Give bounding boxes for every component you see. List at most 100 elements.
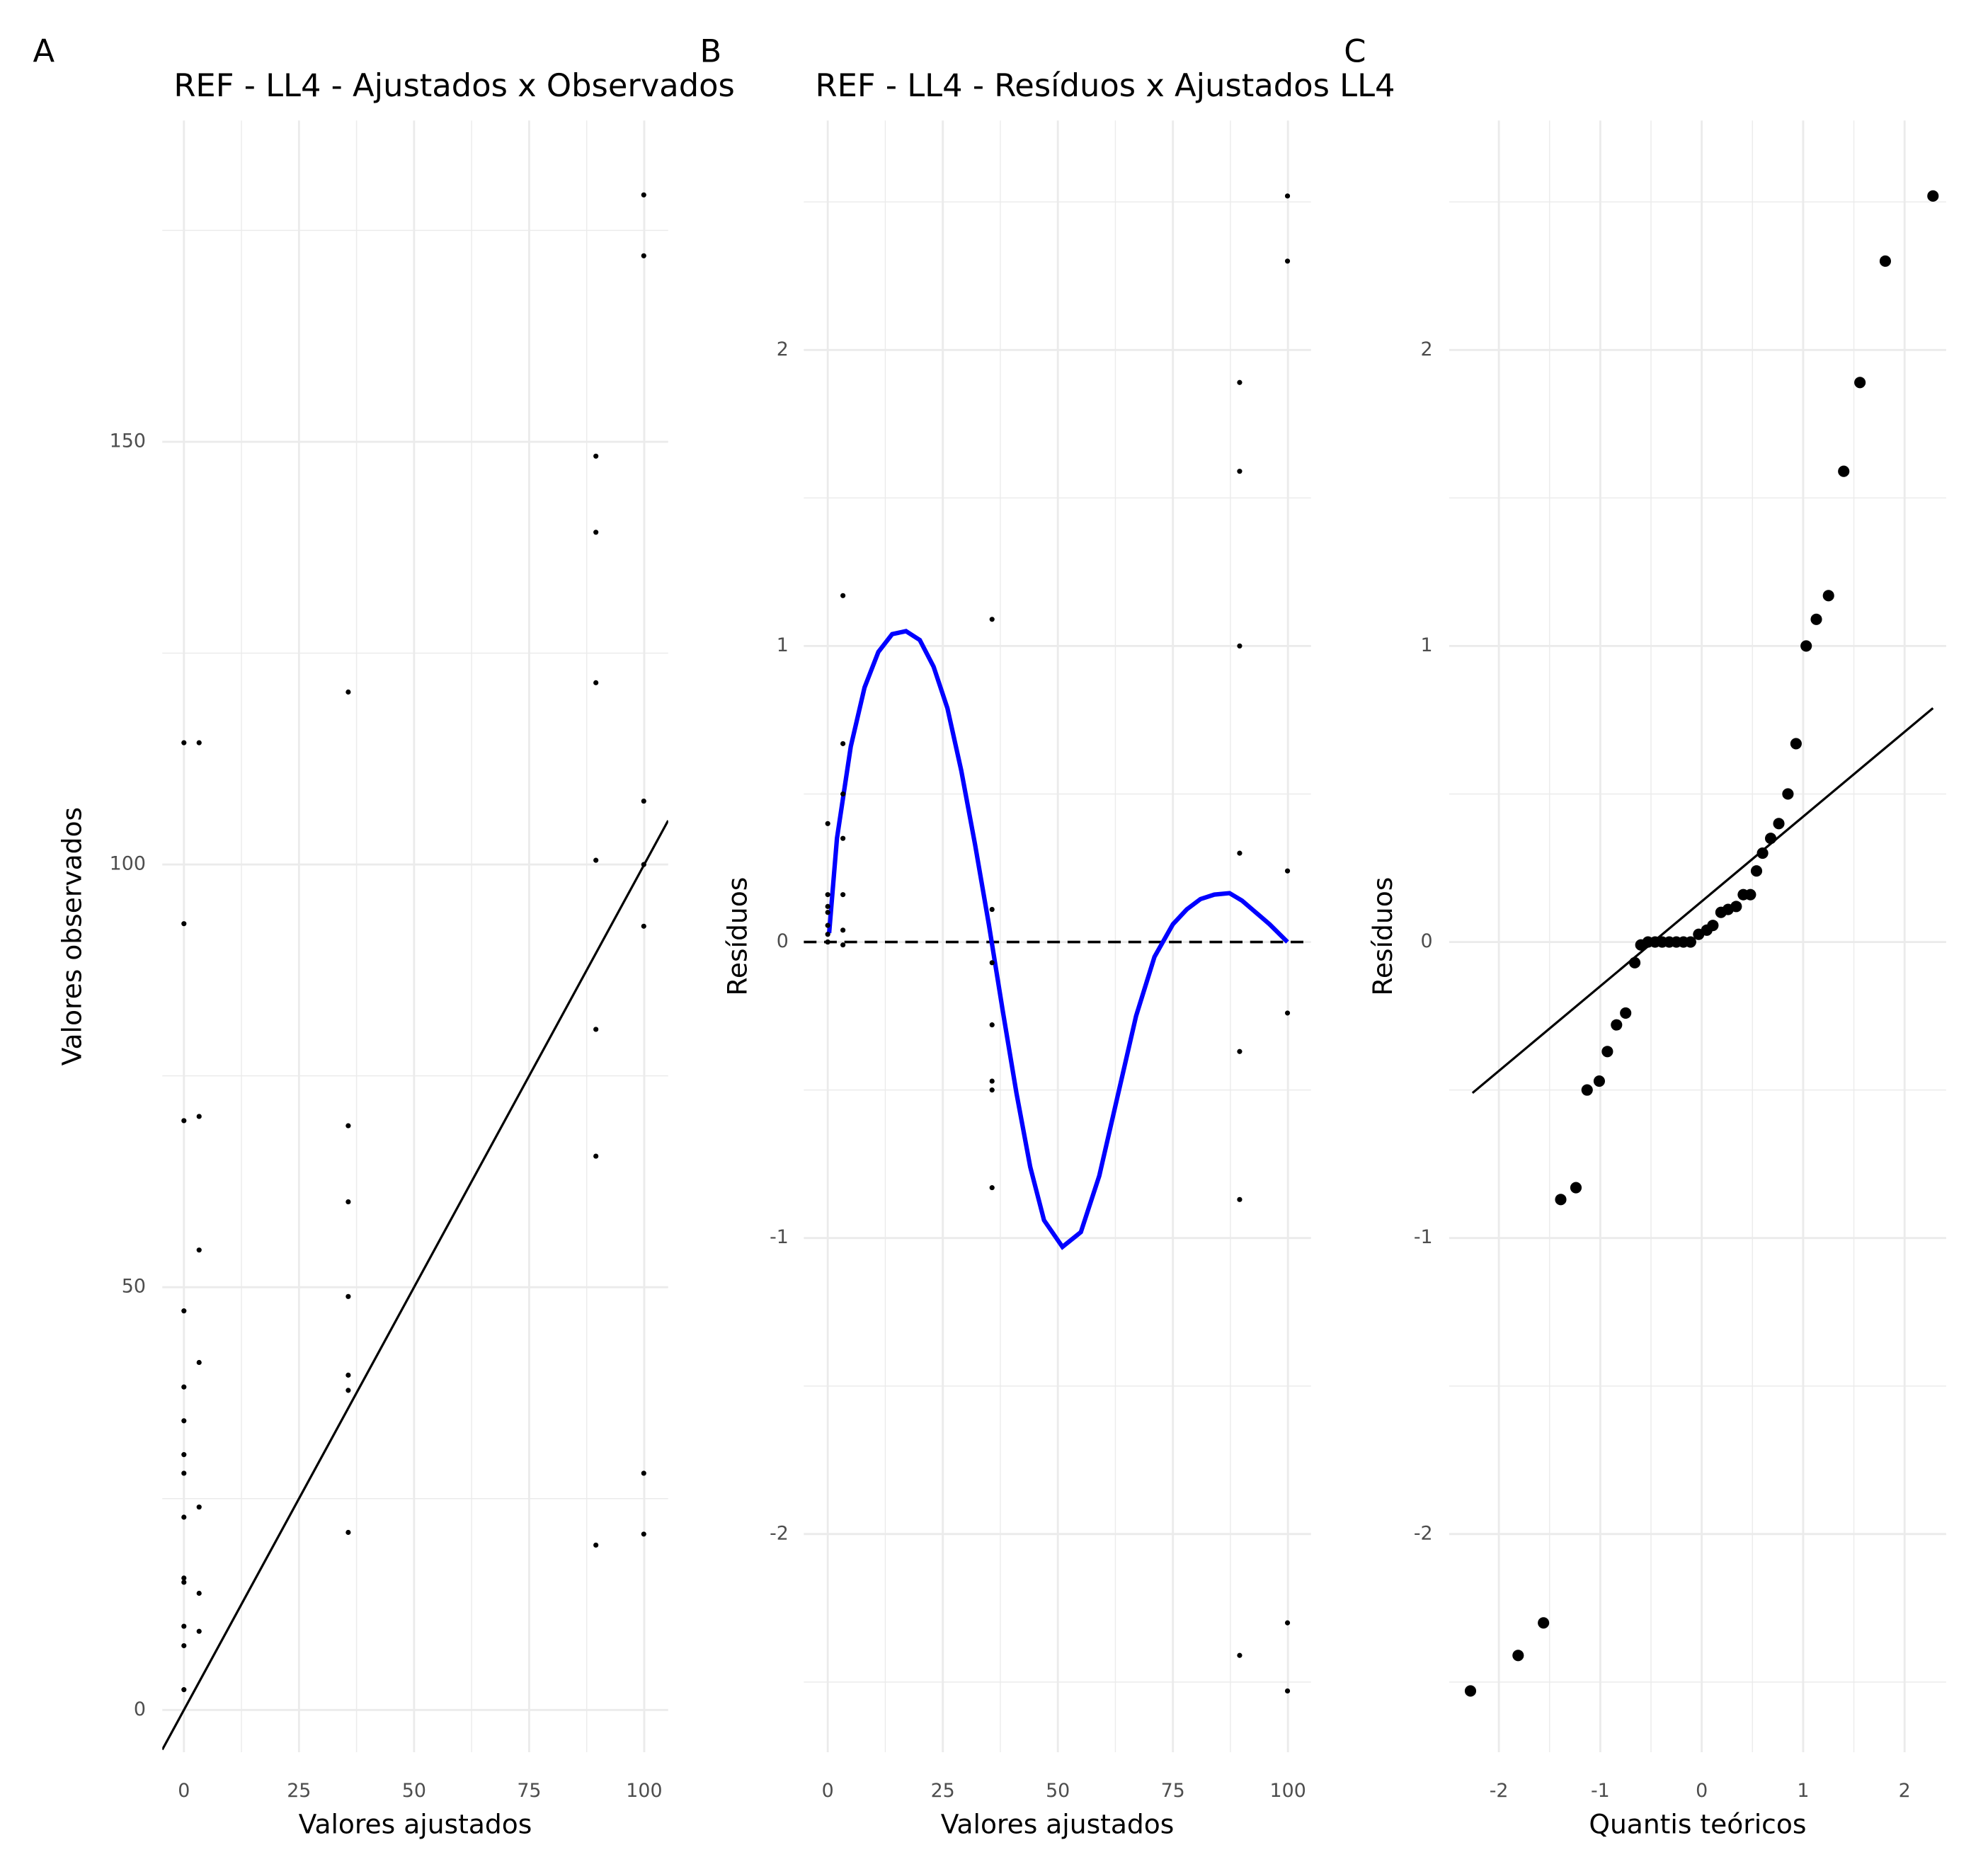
point xyxy=(196,1247,202,1253)
point xyxy=(345,1529,351,1536)
y-tick-label: -1 xyxy=(770,1226,789,1248)
point xyxy=(641,862,646,867)
y-tick-label: 50 xyxy=(122,1276,146,1298)
point xyxy=(1744,889,1756,901)
point xyxy=(1284,1620,1291,1626)
point xyxy=(641,1531,646,1537)
y-tick-label: 0 xyxy=(1421,930,1433,952)
point xyxy=(196,1359,202,1366)
x-tick-label: 0 xyxy=(178,1780,190,1802)
point xyxy=(1750,865,1763,877)
x-tick-label: 50 xyxy=(1046,1780,1070,1802)
y-tick-label: 150 xyxy=(110,430,146,452)
point xyxy=(181,740,187,745)
x-tick-label: 1 xyxy=(1797,1780,1809,1802)
y-tick-label: 1 xyxy=(777,634,789,656)
point xyxy=(181,1579,187,1585)
point xyxy=(825,939,830,945)
point xyxy=(181,1623,187,1629)
smooth-line xyxy=(827,629,1289,1250)
point xyxy=(825,922,830,928)
point xyxy=(989,1078,995,1084)
point xyxy=(641,798,646,804)
point xyxy=(840,835,846,841)
point xyxy=(181,1452,187,1458)
point xyxy=(840,942,846,948)
point xyxy=(181,921,187,927)
point xyxy=(181,1308,187,1314)
point xyxy=(196,1590,202,1596)
point xyxy=(1764,833,1777,845)
point xyxy=(989,1022,995,1028)
point xyxy=(1629,956,1641,969)
point xyxy=(1581,1084,1593,1096)
point xyxy=(1593,1075,1605,1087)
point xyxy=(1464,1685,1477,1697)
point xyxy=(345,689,351,695)
point xyxy=(1838,465,1850,477)
point xyxy=(989,906,995,913)
chart-title: REF - LL4 - Resíduos x Ajustados LL4 xyxy=(815,67,1395,104)
point xyxy=(1284,1010,1291,1016)
point xyxy=(825,821,830,826)
y-tick-label: -2 xyxy=(770,1522,789,1544)
y-tick-label: 2 xyxy=(1421,338,1433,360)
axis-title: Resíduos xyxy=(1367,877,1398,996)
point xyxy=(593,680,599,685)
point xyxy=(1854,377,1866,389)
x-tick-label: -1 xyxy=(1591,1780,1610,1802)
point xyxy=(345,1293,351,1299)
point xyxy=(196,1628,202,1634)
point xyxy=(1773,818,1785,830)
point xyxy=(1684,936,1696,948)
point xyxy=(989,1185,995,1191)
point xyxy=(345,1123,351,1129)
point xyxy=(593,530,599,535)
point xyxy=(593,857,599,863)
point xyxy=(1601,1046,1613,1058)
point xyxy=(181,1642,187,1649)
point xyxy=(1284,258,1291,264)
point xyxy=(1611,1019,1623,1031)
point xyxy=(840,593,846,598)
point xyxy=(1707,920,1719,932)
point xyxy=(1756,847,1769,859)
point xyxy=(1284,1688,1291,1694)
point xyxy=(593,1153,599,1159)
x-tick-label: -2 xyxy=(1490,1780,1509,1802)
point xyxy=(825,903,830,909)
point xyxy=(1810,613,1822,625)
point xyxy=(1512,1650,1524,1662)
point xyxy=(1927,190,1939,202)
point xyxy=(989,960,995,966)
x-tick-label: 25 xyxy=(287,1780,311,1802)
point xyxy=(1790,738,1802,750)
point xyxy=(593,1027,599,1032)
point xyxy=(196,1114,202,1119)
point xyxy=(1237,1196,1242,1202)
point xyxy=(825,892,830,898)
x-tick-label: 50 xyxy=(402,1780,426,1802)
point xyxy=(593,453,599,459)
point xyxy=(989,617,995,622)
x-tick-label: 100 xyxy=(1270,1780,1306,1802)
y-tick-label: 0 xyxy=(134,1698,146,1720)
point xyxy=(196,1504,202,1510)
point xyxy=(840,791,846,797)
point xyxy=(641,192,646,198)
point xyxy=(345,1388,351,1393)
panel-tag: B xyxy=(700,32,722,69)
point xyxy=(196,740,202,745)
axis-title: Valores observados xyxy=(56,807,87,1065)
x-tick-label: 0 xyxy=(822,1780,834,1802)
x-tick-label: 0 xyxy=(1696,1780,1708,1802)
y-tick-label: -1 xyxy=(1414,1226,1433,1248)
point xyxy=(840,741,846,746)
point xyxy=(840,892,846,898)
axis-title: Quantis teóricos xyxy=(1589,1808,1806,1839)
point xyxy=(1237,643,1242,649)
point xyxy=(181,1118,187,1124)
point xyxy=(181,1418,187,1424)
point xyxy=(181,1470,187,1476)
